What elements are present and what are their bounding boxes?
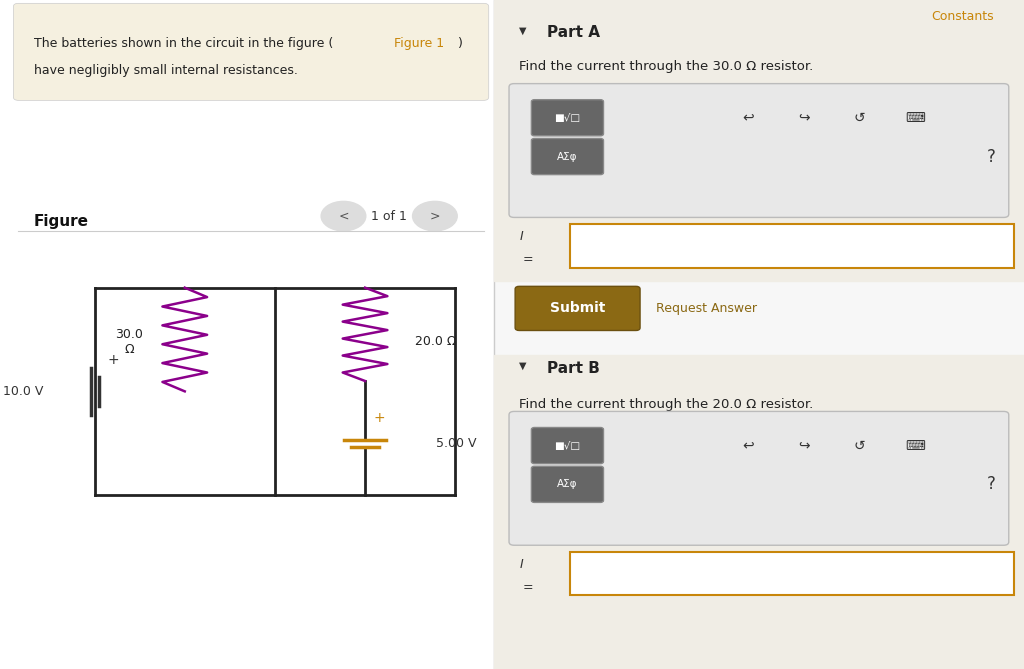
Text: ■√□: ■√□ xyxy=(554,113,580,122)
Text: ?: ? xyxy=(987,148,996,165)
FancyBboxPatch shape xyxy=(515,286,640,330)
Text: <: < xyxy=(338,209,349,223)
Text: Submit: Submit xyxy=(551,302,606,315)
Text: Figure 1: Figure 1 xyxy=(394,37,444,50)
Text: ↪: ↪ xyxy=(798,111,809,124)
Text: Constants: Constants xyxy=(931,10,993,23)
Text: ▼: ▼ xyxy=(519,361,526,371)
FancyBboxPatch shape xyxy=(570,224,1014,268)
Text: ): ) xyxy=(459,37,463,50)
FancyBboxPatch shape xyxy=(531,138,603,175)
Bar xyxy=(494,355,1024,669)
Text: =: = xyxy=(522,581,532,594)
Text: 30.0
Ω: 30.0 Ω xyxy=(115,328,142,356)
Text: ↺: ↺ xyxy=(854,111,865,124)
Text: AΣφ: AΣφ xyxy=(557,152,578,161)
Text: Find the current through the 30.0 Ω resistor.: Find the current through the 30.0 Ω resi… xyxy=(519,60,813,73)
Text: =: = xyxy=(522,254,532,266)
Text: 1 of 1: 1 of 1 xyxy=(372,209,408,223)
Text: have negligibly small internal resistances.: have negligibly small internal resistanc… xyxy=(34,64,298,76)
FancyBboxPatch shape xyxy=(531,100,603,136)
Bar xyxy=(8,0,494,669)
FancyBboxPatch shape xyxy=(13,3,488,100)
Text: ↺: ↺ xyxy=(854,439,865,452)
Text: ⌨: ⌨ xyxy=(905,111,926,124)
Text: >: > xyxy=(430,209,440,223)
Text: AΣφ: AΣφ xyxy=(557,480,578,489)
Text: Figure: Figure xyxy=(34,214,89,229)
FancyBboxPatch shape xyxy=(570,552,1014,595)
Text: 20.0 Ω: 20.0 Ω xyxy=(416,335,457,348)
Text: I: I xyxy=(519,229,523,243)
Text: 5.00 V: 5.00 V xyxy=(436,437,477,450)
Text: Part A: Part A xyxy=(547,25,600,40)
FancyBboxPatch shape xyxy=(509,411,1009,545)
Text: I: I xyxy=(519,557,523,571)
FancyBboxPatch shape xyxy=(531,466,603,502)
Text: ⌨: ⌨ xyxy=(905,439,926,452)
Text: Request Answer: Request Answer xyxy=(656,302,758,315)
Text: ↪: ↪ xyxy=(798,439,809,452)
Text: ■√□: ■√□ xyxy=(554,441,580,450)
Text: Find the current through the 20.0 Ω resistor.: Find the current through the 20.0 Ω resi… xyxy=(519,398,813,411)
FancyBboxPatch shape xyxy=(531,427,603,464)
Text: ↩: ↩ xyxy=(742,439,754,452)
Text: ?: ? xyxy=(987,476,996,493)
Circle shape xyxy=(322,201,366,231)
Bar xyxy=(494,0,1024,669)
Text: +: + xyxy=(108,353,119,367)
Text: ↩: ↩ xyxy=(742,111,754,124)
Text: The batteries shown in the circuit in the figure (: The batteries shown in the circuit in th… xyxy=(34,37,333,50)
Bar xyxy=(494,0,1024,281)
Circle shape xyxy=(413,201,458,231)
Text: Part B: Part B xyxy=(547,361,599,376)
Text: +: + xyxy=(374,411,385,425)
Text: ▼: ▼ xyxy=(519,25,526,35)
FancyBboxPatch shape xyxy=(509,84,1009,217)
Text: 10.0 V: 10.0 V xyxy=(3,385,44,398)
